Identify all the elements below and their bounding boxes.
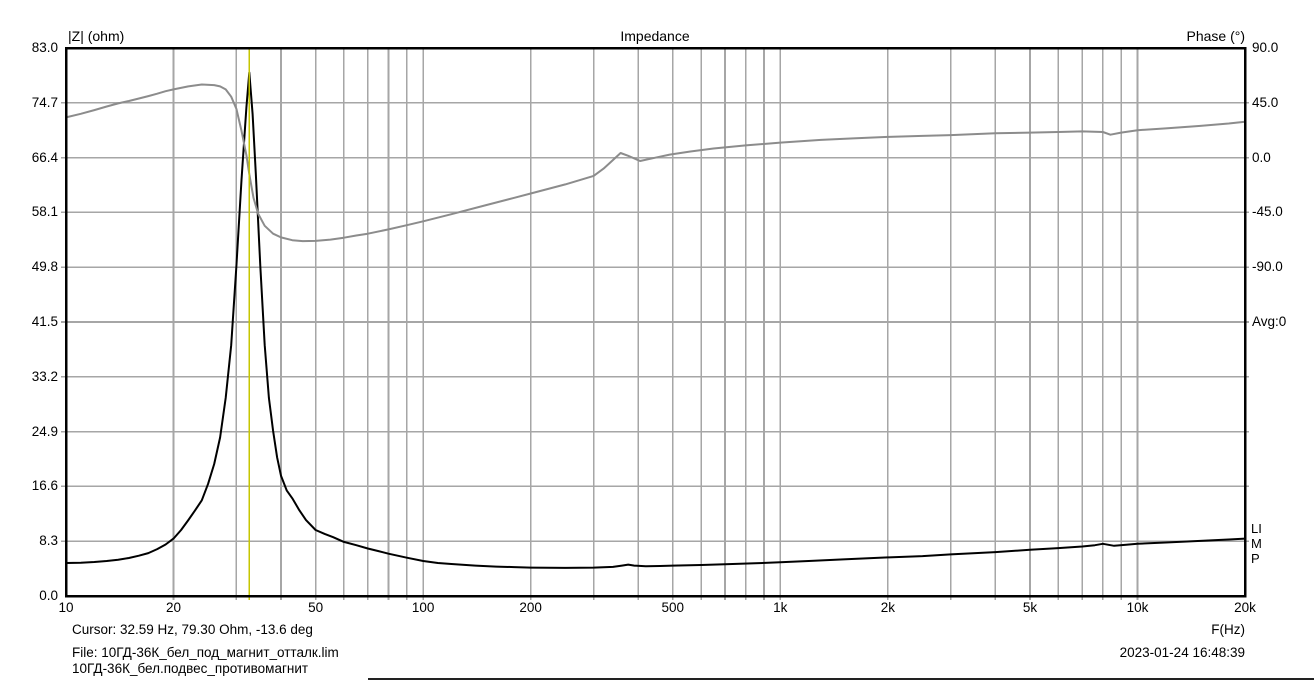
y-right-tick-label: -45.0	[1252, 204, 1283, 220]
y-right-tick-label: 90.0	[1252, 40, 1279, 55]
x-tick-label: 500	[661, 600, 685, 615]
y-left-tick-label: 58.1	[31, 204, 58, 220]
y-left-tick-label: 83.0	[31, 40, 58, 55]
x-tick-label: 50	[308, 600, 324, 615]
timestamp: 2023-01-24 16:48:39	[1119, 645, 1245, 660]
y-left-tick-label: 41.5	[31, 314, 58, 329]
y-left-tick-label: 49.8	[31, 259, 58, 275]
file-name-line: File: 10ГД-36К_бел_под_магнит_отталк.lim	[72, 645, 339, 660]
y-left-tick-label: 8.3	[39, 533, 58, 549]
x-tick-label: 10k	[1126, 600, 1149, 615]
y-right-tick-label: 0.0	[1252, 149, 1271, 165]
y-left-tick-label: 66.4	[31, 149, 58, 165]
y-left-tick-label: 16.6	[31, 478, 58, 494]
x-tick-label: 2k	[880, 600, 895, 615]
plot-border	[64, 46, 1247, 598]
y-left-tick-label: 24.9	[31, 423, 58, 439]
limp-watermark: LIMP	[1251, 521, 1262, 566]
y-left-tick-label: 0.0	[39, 588, 58, 603]
y-left-tick-label: 74.7	[31, 94, 58, 110]
y-left-tick-label: 33.2	[31, 368, 58, 384]
x-axis-title: F(Hz)	[1211, 622, 1245, 637]
x-tick-label: 1k	[773, 600, 788, 615]
y-right-tick-label: 45.0	[1252, 94, 1279, 110]
chart-title: Impedance	[620, 28, 690, 44]
y-left-axis-title: |Z| (ohm)	[68, 28, 125, 44]
measurement-note-line: 10ГД-36К_бел.подвес_противомагнит	[72, 661, 309, 676]
x-tick-label: 5k	[1022, 600, 1038, 615]
cursor-readout: Cursor: 32.59 Hz, 79.30 Ohm, -13.6 deg	[72, 622, 313, 637]
impedance-curve	[65, 71, 1246, 569]
x-tick-label: 20k	[1234, 600, 1256, 615]
averages-counter: Avg:0	[1252, 314, 1287, 329]
x-tick-label: 20	[166, 600, 182, 615]
x-tick-label: 10	[58, 600, 74, 615]
x-tick-label: 100	[411, 600, 435, 615]
x-tick-label: 200	[519, 600, 542, 615]
y-right-axis-title: Phase (°)	[1186, 28, 1245, 44]
phase-curve	[65, 83, 1246, 243]
y-right-tick-label: -90.0	[1252, 259, 1283, 275]
window-border-bottom	[368, 678, 1314, 680]
